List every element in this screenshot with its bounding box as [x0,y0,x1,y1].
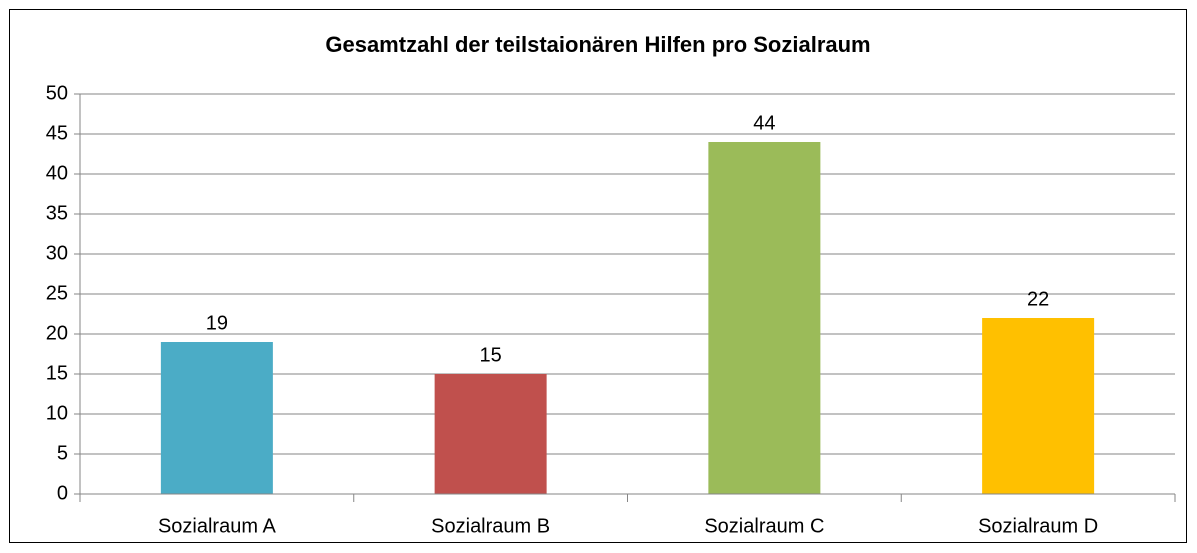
x-tick-label: Sozialraum D [978,515,1098,537]
x-tick-label: Sozialraum C [704,515,824,537]
y-tick-label: 10 [46,402,68,424]
data-label: 15 [480,344,502,366]
data-label: 44 [753,112,775,134]
data-label: 22 [1027,288,1049,310]
y-tick-label: 45 [46,122,68,144]
y-tick-label: 5 [57,442,68,464]
bar [160,342,273,494]
data-label: 19 [206,312,228,334]
y-tick-label: 20 [46,322,68,344]
y-tick-label: 40 [46,162,68,184]
bar [708,142,821,494]
x-tick-label: Sozialraum A [158,515,276,537]
bar [982,318,1095,494]
chart-title: Gesamtzahl der teilstaionären Hilfen pro… [325,32,870,57]
y-tick-label: 50 [46,82,68,104]
y-tick-label: 15 [46,362,68,384]
y-tick-label: 0 [57,482,68,504]
bar [434,374,547,494]
y-tick-label: 30 [46,242,68,264]
y-tick-label: 35 [46,202,68,224]
x-tick-label: Sozialraum B [431,515,550,537]
y-tick-label: 25 [46,282,68,304]
